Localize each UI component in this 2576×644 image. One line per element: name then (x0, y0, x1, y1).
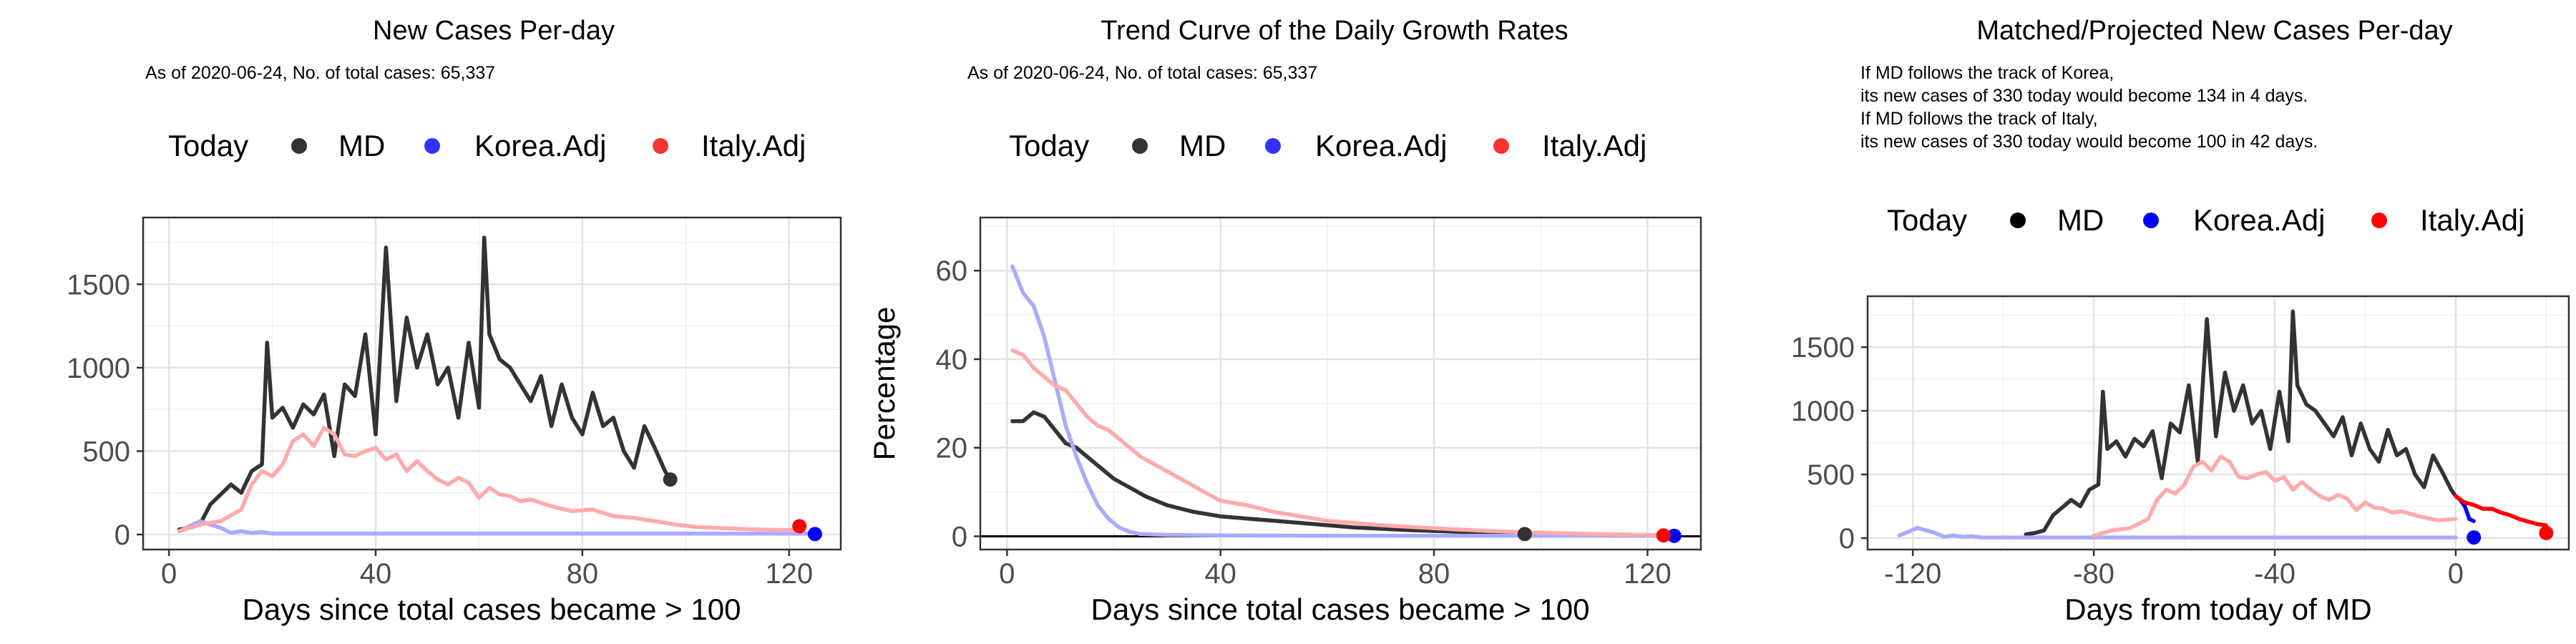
chart-title: New Cases Per-day (373, 16, 615, 46)
today-point-italy-adj (1656, 528, 1671, 543)
y-tick-label: 0 (114, 519, 130, 551)
x-tick-label: 40 (360, 558, 392, 590)
plot-area: 0 40 80 120 0 500 1000 1500 (67, 216, 842, 590)
plot-border (979, 216, 1702, 551)
y-tick-label: 1500 (1791, 332, 1855, 364)
x-tick-label: 80 (567, 558, 599, 590)
y-tick-label: 0 (1839, 523, 1855, 555)
chart-subtitle-line-4: its new cases of 330 today would become … (1860, 132, 2318, 152)
today-point-korea-adj (2467, 530, 2482, 545)
chart-title: Trend Curve of the Daily Growth Rates (1101, 16, 1568, 46)
legend-italy-marker (2371, 213, 2387, 228)
legend-md-marker (1132, 138, 1148, 154)
plot-border (1866, 295, 2570, 551)
series-line-md (1010, 410, 1527, 537)
legend-md-marker (2010, 213, 2026, 228)
series-line-italy-adj (1010, 348, 1666, 537)
x-axis-label: Days since total cases became > 100 (1091, 592, 1590, 626)
x-axis-label: Days from today of MD (2064, 592, 2371, 626)
legend: Today MD Korea.Adj Italy.Adj (1009, 129, 1646, 162)
y-tick-label: 20 (936, 433, 968, 464)
plot-background (143, 218, 841, 550)
legend-italy-label: Italy.Adj (701, 129, 806, 162)
legend-md-label: MD (1179, 129, 1226, 162)
x-tick-label: -80 (2073, 558, 2114, 590)
series-line-korea-adj (1010, 264, 1677, 538)
legend-korea-marker (1265, 138, 1281, 154)
today-point-korea-adj (807, 527, 822, 542)
x-tick-label: 0 (161, 558, 177, 590)
legend-md-marker (291, 138, 307, 154)
legend-korea-label: Korea.Adj (474, 129, 606, 162)
series-line-md (177, 235, 673, 532)
series-line-italy-adj (177, 426, 801, 534)
legend: Today MD Korea.Adj Italy.Adj (1887, 203, 2524, 237)
y-tick-label: 60 (936, 255, 968, 287)
series-line-korea-adj (1897, 526, 2458, 540)
series-line-md (2024, 309, 2458, 537)
y-tick-label: 40 (936, 344, 968, 376)
legend-title: Today (168, 129, 248, 162)
panel-projected-cases: Matched/Projected New Cases Per-day If M… (1791, 16, 2570, 626)
series-line-italy-adj (2092, 454, 2458, 538)
x-tick-label: 80 (1418, 558, 1450, 590)
legend-title: Today (1887, 203, 1967, 237)
y-tick-label: 500 (1807, 459, 1855, 491)
legend-title: Today (1009, 129, 1089, 162)
legend-italy-marker (653, 138, 668, 154)
legend-korea-label: Korea.Adj (2193, 203, 2325, 237)
x-tick-label: 120 (765, 558, 813, 590)
today-point-italy-adj (2539, 525, 2554, 540)
chart-subtitle: As of 2020-06-24, No. of total cases: 65… (967, 63, 1317, 83)
legend-italy-label: Italy.Adj (1542, 129, 1646, 162)
today-point-md (1517, 527, 1532, 542)
x-axis-label: Days since total cases became > 100 (243, 592, 741, 626)
y-tick-label: 1000 (1791, 396, 1855, 427)
legend-korea-marker (2143, 213, 2159, 228)
plot-border (142, 216, 842, 551)
chart-subtitle: As of 2020-06-24, No. of total cases: 65… (145, 63, 495, 83)
x-tick-label: 0 (2448, 558, 2464, 590)
legend-italy-marker (1493, 138, 1509, 154)
x-tick-label: -40 (2254, 558, 2296, 590)
x-tick-label: -120 (1884, 558, 1941, 590)
series-line-italy-adj-projected (2454, 494, 2549, 527)
legend-md-label: MD (338, 129, 385, 162)
plot-area: -120 -80 -40 0 0 500 1000 1500 (1791, 295, 2570, 590)
y-tick-label: 500 (82, 436, 130, 467)
legend-korea-label: Korea.Adj (1315, 129, 1447, 162)
legend-korea-marker (424, 138, 440, 154)
panel-growth-rates: Trend Curve of the Daily Growth Rates As… (867, 16, 1702, 626)
legend-md-label: MD (2057, 203, 2104, 237)
chart-subtitle-line-1: If MD follows the track of Korea, (1860, 63, 2114, 83)
x-tick-label: 40 (1204, 558, 1236, 590)
plot-area: 0 40 80 120 0 20 40 60 (936, 216, 1702, 590)
chart-title: Matched/Projected New Cases Per-day (1976, 16, 2452, 46)
chart-subtitle-line-3: If MD follows the track of Italy, (1860, 109, 2098, 129)
legend-italy-label: Italy.Adj (2420, 203, 2524, 237)
chart-subtitle-line-2: its new cases of 330 today would become … (1860, 86, 2308, 106)
y-axis-label: Percentage (867, 307, 901, 461)
series-line-korea-adj (177, 519, 817, 536)
plot-background (980, 218, 1701, 550)
x-tick-label: 120 (1624, 558, 1672, 590)
today-point-korea-adj (1667, 528, 1682, 543)
panel-new-cases: New Cases Per-day As of 2020-06-24, No. … (67, 16, 842, 626)
today-point-italy-adj (792, 519, 807, 534)
x-tick-label: 0 (999, 558, 1015, 590)
y-tick-label: 1500 (67, 269, 130, 301)
legend: Today MD Korea.Adj Italy.Adj (168, 129, 806, 162)
today-point-md (663, 472, 678, 487)
y-tick-label: 0 (952, 521, 967, 552)
y-tick-label: 1000 (67, 353, 130, 384)
